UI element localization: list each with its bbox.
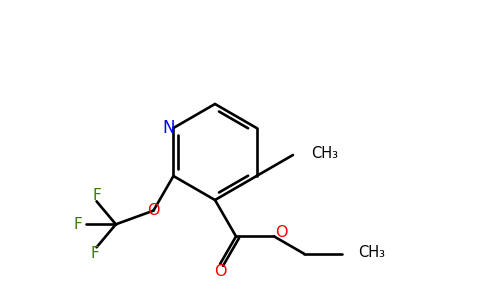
Text: F: F [74,217,82,232]
Text: F: F [92,188,101,203]
Text: CH₃: CH₃ [358,245,385,260]
Text: O: O [275,225,287,240]
Text: F: F [90,246,99,261]
Text: O: O [147,203,160,218]
Text: O: O [214,264,226,279]
Text: N: N [162,119,175,137]
Text: CH₃: CH₃ [311,146,338,160]
